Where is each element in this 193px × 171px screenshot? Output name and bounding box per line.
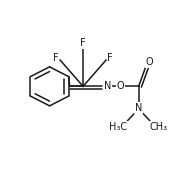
Text: H₃C: H₃C <box>109 122 127 132</box>
Text: F: F <box>108 52 113 63</box>
Text: O: O <box>117 81 124 91</box>
Text: N: N <box>135 103 142 113</box>
Text: N: N <box>103 81 111 91</box>
Text: O: O <box>146 57 154 67</box>
Text: F: F <box>80 38 86 48</box>
Text: CH₃: CH₃ <box>150 122 168 132</box>
Text: F: F <box>53 52 59 63</box>
